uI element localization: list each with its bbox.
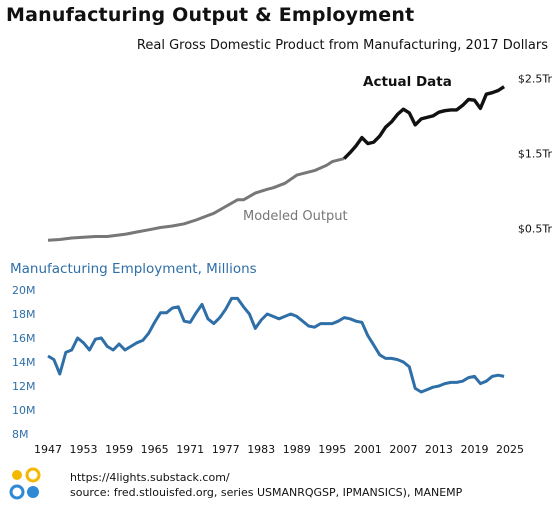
employment-x-tick-label: 1989 bbox=[283, 443, 311, 456]
output-y-tick-label: $1.5Tr bbox=[518, 147, 553, 160]
employment-y-tick-label: 8M bbox=[12, 428, 29, 441]
employment-x-tick-label: 2025 bbox=[496, 443, 524, 456]
employment-x-tick-label: 1953 bbox=[70, 443, 98, 456]
employment-x-tick-label: 1947 bbox=[34, 443, 62, 456]
output-chart: $2.5Tr $1.5Tr $0.5Tr Actual Data Modeled O… bbox=[47, 73, 553, 242]
output-chart-title: Real Gross Domestic Product from Manufac… bbox=[136, 38, 548, 53]
employment-line bbox=[47, 296, 505, 394]
employment-x-tick-label: 2001 bbox=[354, 443, 382, 456]
output-y-tick-label: $2.5Tr bbox=[518, 73, 553, 86]
employment-x-tick-label: 2013 bbox=[425, 443, 453, 456]
employment-x-tick-label: 1959 bbox=[105, 443, 133, 456]
page-title: Manufacturing Output & Employment bbox=[6, 4, 415, 26]
employment-x-tick-label: 2007 bbox=[389, 443, 417, 456]
employment-x-tick-label: 1965 bbox=[141, 443, 169, 456]
employment-x-tick-label: 1995 bbox=[318, 443, 346, 456]
employment-x-tick-label: 1971 bbox=[176, 443, 204, 456]
site-logo bbox=[9, 467, 41, 500]
employment-y-tick-label: 18M bbox=[12, 308, 36, 321]
employment-x-tick-label: 1977 bbox=[212, 443, 240, 456]
output-y-tick-label: $0.5Tr bbox=[518, 222, 553, 235]
employment-y-tick-label: 20M bbox=[12, 284, 36, 297]
employment-y-tick-label: 12M bbox=[12, 380, 36, 393]
employment-y-tick-label: 16M bbox=[12, 332, 36, 345]
employment-y-ticks: 8M 10M 12M 14M 16M 18M 20M bbox=[12, 284, 36, 441]
footer-url: https://4lights.substack.com/ bbox=[70, 471, 230, 484]
employment-chart: 8M 10M 12M 14M 16M 18M 20M 1947 1953 1959 1965 197… bbox=[12, 284, 524, 456]
employment-y-tick-label: 14M bbox=[12, 356, 36, 369]
employment-y-tick-label: 10M bbox=[12, 404, 36, 417]
actual-data-line bbox=[342, 85, 506, 160]
employment-chart-title: Manufacturing Employment, Millions bbox=[10, 261, 257, 277]
footer-source: source: fred.stlouisfed.org, series USMA… bbox=[70, 486, 463, 499]
output-y-ticks: $2.5Tr $1.5Tr $0.5Tr bbox=[518, 73, 553, 236]
modeled-output-line bbox=[47, 157, 345, 242]
employment-x-tick-label: 1983 bbox=[247, 443, 275, 456]
employment-x-tick-label: 2019 bbox=[461, 443, 489, 456]
modeled-output-label: Modeled Output bbox=[243, 209, 348, 224]
employment-x-ticks: 1947 1953 1959 1965 1971 1977 1983 1989 1995 2001… bbox=[34, 443, 524, 456]
actual-data-label: Actual Data bbox=[363, 74, 452, 90]
